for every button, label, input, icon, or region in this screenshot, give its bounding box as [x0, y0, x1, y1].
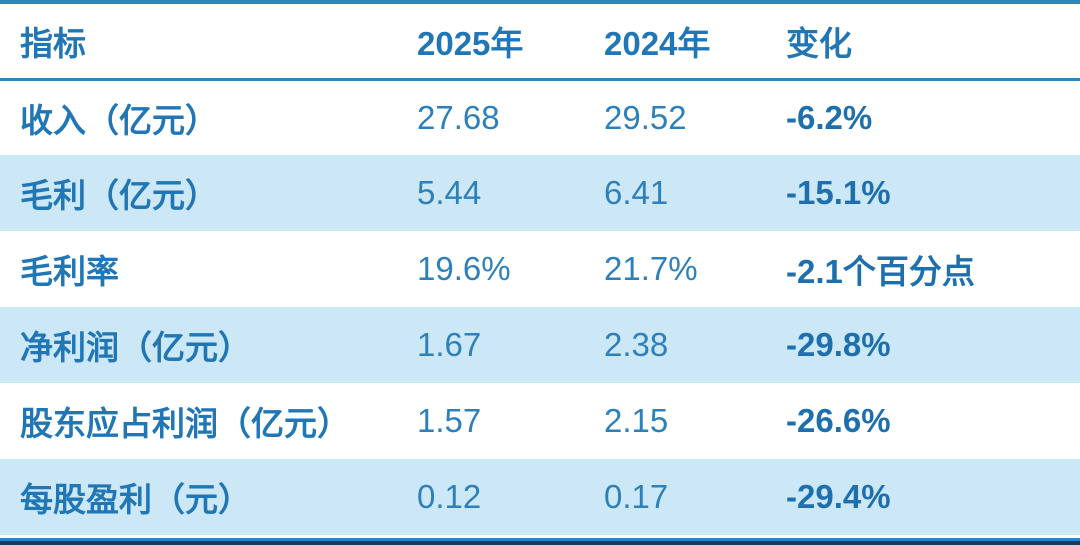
metric-label: 每股盈利（元）	[20, 481, 251, 518]
col-header-indicator: 指标	[20, 24, 86, 62]
value-2025: 5.44	[417, 174, 482, 211]
value-2024: 0.17	[604, 478, 669, 515]
col-header-change: 变化	[786, 24, 852, 62]
table-row-revenue: 收入（亿元） 27.68 29.52 -6.2%	[0, 79, 1080, 155]
value-2025: 1.67	[417, 326, 482, 363]
bottom-rule-navy	[0, 541, 1080, 545]
col-header-2025: 2025年	[417, 24, 524, 62]
value-change: -26.6%	[786, 402, 891, 439]
table-row-gross-margin: 毛利率 19.6% 21.7% -2.1个百分点	[0, 231, 1080, 307]
value-2025: 27.68	[417, 98, 500, 136]
value-2024: 29.52	[604, 98, 687, 136]
metric-label: 净利润（亿元）	[20, 329, 251, 366]
value-2025: 19.6%	[417, 250, 511, 287]
value-2024: 6.41	[604, 174, 669, 211]
value-change: -29.4%	[786, 478, 891, 515]
table-row-gross-profit: 毛利（亿元） 5.44 6.41 -15.1%	[0, 155, 1080, 231]
value-change: -29.8%	[786, 326, 891, 363]
table-row-eps: 每股盈利（元） 0.12 0.17 -29.4%	[0, 459, 1080, 535]
metric-label: 股东应占利润（亿元）	[20, 405, 350, 442]
header-row: 指标 2025年 2024年 变化	[0, 4, 1080, 79]
bottom-rule-blue	[0, 538, 1080, 541]
metric-label: 毛利（亿元）	[20, 177, 218, 214]
value-2025: 0.12	[417, 478, 482, 515]
metric-label: 毛利率	[20, 253, 119, 290]
value-2025: 1.57	[417, 402, 482, 439]
table-row-shareholder-profit: 股东应占利润（亿元） 1.57 2.15 -26.6%	[0, 383, 1080, 459]
value-2024: 2.38	[604, 326, 669, 363]
col-header-2024: 2024年	[604, 24, 711, 62]
value-2024: 21.7%	[604, 250, 698, 287]
metric-label: 收入（亿元）	[20, 101, 218, 139]
table-row-net-profit: 净利润（亿元） 1.67 2.38 -29.8%	[0, 307, 1080, 383]
value-change: -15.1%	[786, 174, 891, 211]
value-change: -6.2%	[786, 98, 873, 136]
value-2024: 2.15	[604, 402, 669, 439]
financial-metrics-table: 指标 2025年 2024年 变化 收入（亿元） 27.68 29.52 -6.…	[0, 4, 1080, 535]
value-change: -2.1个百分点	[786, 253, 975, 290]
